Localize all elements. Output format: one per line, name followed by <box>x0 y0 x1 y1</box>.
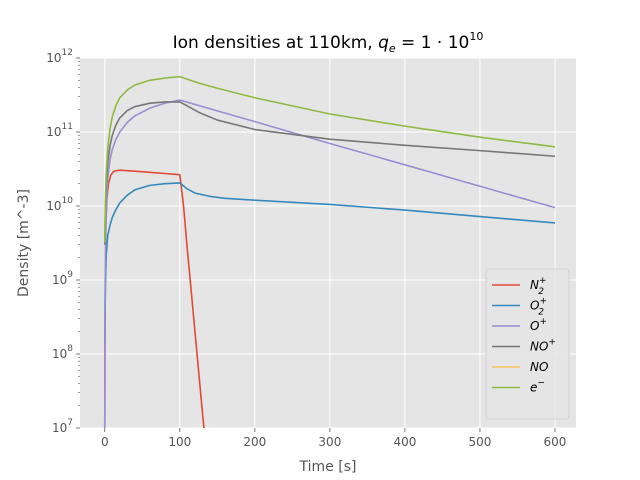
legend-entry: O+ <box>492 317 547 333</box>
x-tick-label: 400 <box>393 435 416 449</box>
legend-entry: NO+ <box>492 338 556 354</box>
legend-label: N+ 2 <box>530 276 547 297</box>
legend-entry: e− <box>492 379 545 395</box>
x-tick-label: 600 <box>544 435 567 449</box>
legend-box <box>485 268 570 420</box>
series-line-e <box>103 75 556 243</box>
series-line-o2 <box>103 182 556 346</box>
legend-label: O+ <box>530 317 547 333</box>
y-tick-label: 109 <box>52 270 73 287</box>
y-tick-label: 1012 <box>46 48 73 65</box>
y-axis-label: Density [m^-3] <box>16 189 32 297</box>
x-tick-label: 200 <box>243 435 266 449</box>
y-tick-label: 1011 <box>46 122 73 139</box>
y-tick-label: 108 <box>52 344 73 361</box>
series-lines <box>103 75 556 428</box>
legend-entry: NO <box>492 360 548 374</box>
x-tick-label: 100 <box>168 435 191 449</box>
axis-ticks: 0 100 200 300 400 500 600 107 108 109 1010 1011 1012 <box>46 48 566 449</box>
series-line-o <box>103 99 556 428</box>
legend-label: NO+ <box>530 338 556 354</box>
x-tick-label: 0 <box>101 435 109 449</box>
x-tick-label: 500 <box>468 435 491 449</box>
legend-entry: N+ 2 <box>492 276 547 297</box>
legend-label: e− <box>530 379 545 395</box>
legend-label: NO <box>530 360 548 374</box>
legend: N+ 2O+ 2O+ NO+ NO e− <box>485 268 570 420</box>
legend-label: O+ 2 <box>530 297 547 318</box>
x-tick-label: 300 <box>318 435 341 449</box>
y-tick-label: 1010 <box>46 196 73 213</box>
chart-title: Ion densities at 110km, qe = 1 · 1010 <box>173 30 484 55</box>
y-tick-label: 107 <box>52 418 73 435</box>
x-axis-label: Time [s] <box>299 459 357 475</box>
legend-entry: O+ 2 <box>492 297 547 318</box>
